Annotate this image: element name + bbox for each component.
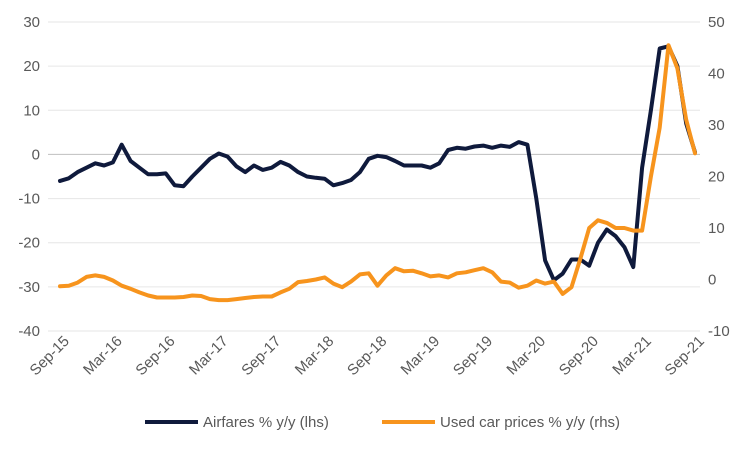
right-axis-tick-label: 50 [708,14,725,31]
legend: Airfares % y/y (lhs) Used car prices % y… [145,414,620,431]
left-axis-tick-label: -30 [18,279,40,296]
left-axis-tick-label: -10 [18,191,40,208]
x-axis-tick-label: Sep-20 [556,333,602,379]
series-line-used-car-prices [58,43,697,303]
left-axis-tick-label: 0 [32,146,40,163]
x-axis-tick-label: Mar-17 [186,333,232,379]
left-axis-tick-label: 10 [23,102,40,119]
right-axis-tick-label: -10 [708,323,730,340]
x-axis-tick-label: Mar-16 [80,333,126,379]
x-axis-tick-label: Mar-20 [503,333,549,379]
right-axis-tick-label: 30 [708,117,725,134]
x-axis-tick-label: Sep-16 [132,333,178,379]
gridlines [48,21,700,332]
x-axis-tick-label: Sep-19 [450,333,496,379]
legend-label-airfares: Airfares % y/y (lhs) [203,414,329,431]
legend-label-used-cars: Used car prices % y/y (rhs) [440,414,620,431]
series-line-airfares [58,44,697,283]
series [58,43,697,303]
left-axis-tick-label: -40 [18,323,40,340]
right-axis-tick-label: 10 [708,220,725,237]
right-axis-tick-label: 40 [708,66,725,83]
x-axis-tick-label: Sep-18 [344,333,390,379]
left-axis-tick-label: -20 [18,235,40,252]
right-axis-tick-label: 20 [708,169,725,186]
x-axis-tick-label: Mar-19 [398,333,444,379]
left-axis-tick-label: 20 [23,58,40,75]
x-axis-tick-label: Mar-18 [292,333,338,379]
x-axis-tick-label: Mar-21 [609,333,655,379]
x-axis-tick-label: Sep-21 [662,333,708,379]
right-axis-tick-label: 0 [708,272,716,289]
left-axis-tick-label: 30 [23,14,40,31]
x-axis-tick-label: Sep-17 [238,333,284,379]
